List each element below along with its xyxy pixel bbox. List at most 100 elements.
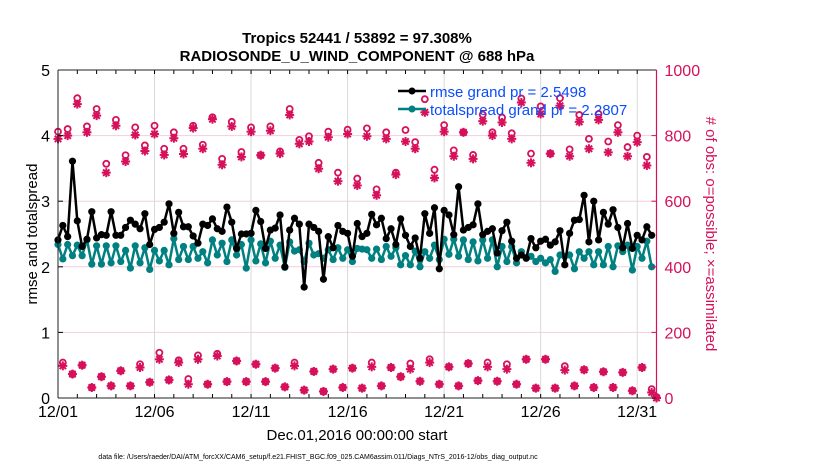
- totalspread-point: [464, 255, 472, 264]
- x-tick-label: 12/16: [328, 404, 368, 421]
- possible-marker: [126, 381, 135, 390]
- assimilated-marker: [555, 101, 565, 111]
- possible-marker: [184, 375, 193, 383]
- possible-marker: [223, 377, 231, 386]
- rmse-point: [638, 236, 646, 244]
- assimilated-marker: [352, 180, 362, 190]
- rmse-point: [319, 275, 328, 283]
- assimilated-marker: [642, 160, 652, 170]
- chart-title-line-2: RADIOSONDE_U_WIND_COMPONENT @ 688 hPa: [180, 48, 535, 65]
- possible-marker: [411, 138, 420, 147]
- legend-totalspread-marker: [408, 105, 416, 113]
- possible-marker: [580, 365, 589, 374]
- possible-marker: [474, 376, 482, 385]
- totalspread-point: [570, 265, 579, 273]
- possible-marker: [174, 356, 183, 365]
- possible-marker: [261, 377, 270, 386]
- possible-marker: [459, 128, 468, 137]
- asterisk-stroke: [150, 130, 159, 138]
- possible-marker: [406, 359, 415, 368]
- rmse-point: [286, 226, 294, 234]
- totalspread-point: [247, 236, 255, 244]
- rmse-point: [440, 206, 448, 214]
- possible-marker: [420, 95, 429, 104]
- data-file-footer: data file: /Users/raeder/DAI/ATM_forcXX/…: [98, 454, 538, 461]
- right-y-tick-label: 1000: [665, 63, 701, 80]
- possible-marker: [512, 380, 521, 389]
- asterisk-stroke: [131, 131, 140, 139]
- assimilated-marker: [154, 354, 164, 364]
- rmse-point: [257, 217, 265, 226]
- rmse-point: [450, 231, 458, 239]
- rmse-point: [73, 217, 81, 225]
- rmse-point: [527, 234, 535, 243]
- possible-marker: [155, 348, 164, 357]
- possible-marker: [112, 115, 120, 124]
- possible-marker: [78, 361, 87, 370]
- possible-marker: [116, 366, 125, 375]
- totalspread-point: [387, 252, 395, 260]
- totalspread-point: [257, 240, 265, 248]
- rmse-point: [141, 210, 149, 218]
- totalspread-point: [232, 251, 241, 259]
- rmse-point: [469, 221, 477, 229]
- asterisk-stroke: [623, 152, 632, 161]
- possible-marker: [121, 151, 130, 160]
- possible-marker: [107, 381, 115, 390]
- x-tick-label: 12/26: [521, 404, 561, 421]
- rmse-point: [281, 263, 289, 271]
- asterisk-stroke: [372, 191, 381, 200]
- assimilated-marker: [362, 131, 372, 141]
- totalspread-point: [184, 255, 192, 264]
- rmse-point: [474, 200, 482, 208]
- assimilated-marker: [594, 115, 604, 125]
- totalspread-point: [165, 261, 173, 269]
- left-y-tick-label: 4: [41, 129, 50, 146]
- assimilated-marker: [101, 168, 111, 178]
- assimilated-marker: [536, 109, 546, 119]
- possible-marker: [363, 124, 371, 133]
- rmse-point: [218, 227, 226, 235]
- possible-marker: [367, 358, 376, 367]
- asterisk-stroke: [362, 132, 371, 141]
- possible-marker: [271, 364, 280, 373]
- possible-marker: [623, 143, 632, 151]
- possible-marker: [642, 153, 651, 161]
- possible-marker: [83, 122, 91, 131]
- totalspread-point: [445, 250, 453, 258]
- totalspread-point: [628, 266, 636, 274]
- asterisk-stroke: [92, 111, 101, 120]
- rmse-point: [170, 229, 178, 237]
- left-y-tick-label: 2: [41, 260, 50, 277]
- asterisk-stroke: [169, 134, 178, 143]
- possible-marker: [348, 364, 357, 373]
- totalspread-point: [146, 265, 154, 274]
- possible-marker: [628, 386, 637, 395]
- rmse-point: [121, 223, 130, 232]
- possible-marker: [396, 372, 405, 381]
- totalspread-point: [599, 261, 608, 269]
- rmse-point: [566, 229, 574, 237]
- asterisk-stroke: [382, 134, 391, 143]
- possible-marker: [329, 365, 338, 374]
- x-tick-label: 12/06: [135, 404, 175, 421]
- assimilated-marker: [584, 144, 594, 154]
- rmse-point: [146, 240, 154, 249]
- y-axis-label-right: # of obs: o=possible; ×=assimilated: [702, 117, 719, 352]
- possible-marker: [377, 381, 386, 390]
- possible-marker: [464, 359, 473, 368]
- assimilated-marker: [130, 130, 140, 140]
- legend-rmse-marker: [408, 87, 416, 95]
- possible-marker: [290, 358, 299, 367]
- assimilated-marker: [603, 147, 613, 157]
- totalspread-point: [102, 242, 110, 250]
- right-y-tick-label: 600: [665, 194, 692, 211]
- totalspread-point: [537, 254, 545, 262]
- rmse-point: [623, 219, 632, 228]
- possible-marker: [517, 94, 526, 103]
- totalspread-point: [483, 254, 492, 262]
- x-axis-label: Dec.01,2016 00:00:00 start: [267, 427, 449, 444]
- rmse-point: [334, 221, 342, 230]
- possible-marker: [483, 358, 492, 367]
